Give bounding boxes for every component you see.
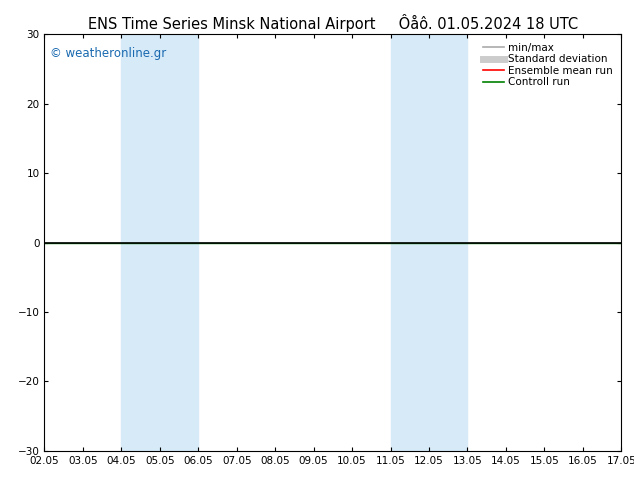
Title: ENS Time Series Minsk National Airport     Ôåô. 01.05.2024 18 UTC: ENS Time Series Minsk National Airport Ô… xyxy=(87,14,578,32)
Legend: min/max, Standard deviation, Ensemble mean run, Controll run: min/max, Standard deviation, Ensemble me… xyxy=(480,40,616,91)
Text: © weatheronline.gr: © weatheronline.gr xyxy=(50,47,166,60)
Bar xyxy=(391,34,467,451)
Bar xyxy=(121,34,198,451)
